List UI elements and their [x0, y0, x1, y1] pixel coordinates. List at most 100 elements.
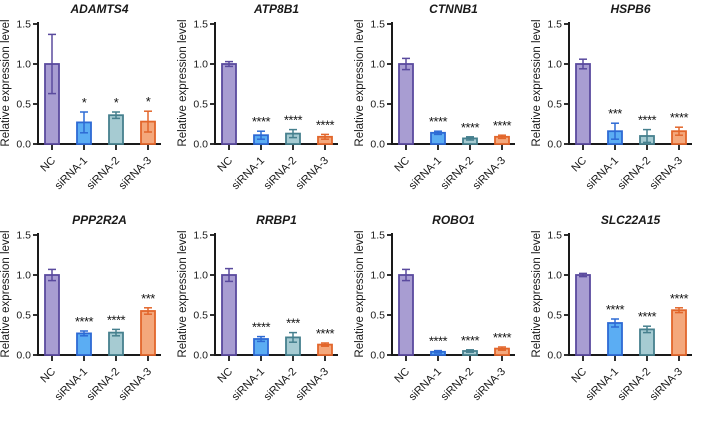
y-axis-label: Relative expression level	[0, 19, 12, 146]
y-tick-label: 0.5	[370, 99, 385, 111]
x-tick-label: NC	[215, 366, 235, 386]
x-tick-label: siRNA-1	[407, 366, 444, 403]
bar	[221, 274, 237, 356]
y-tick-label: 1.0	[370, 59, 385, 71]
bar-chart: ATP8B1 Relative expression level 0.0 0.5 1.0…	[177, 2, 338, 192]
significance-stars: ****	[638, 113, 657, 128]
significance-stars: ****	[670, 291, 689, 306]
bar	[44, 274, 60, 356]
significance-stars: ****	[638, 309, 657, 324]
x-tick-label: siRNA-2	[439, 366, 476, 403]
x-tick-label: siRNA-3	[294, 366, 331, 403]
panel-title: ROBO1	[432, 213, 475, 227]
significance-stars: *	[82, 95, 87, 110]
x-tick-label: siRNA-3	[471, 366, 508, 403]
y-tick-label: 0.0	[370, 139, 385, 151]
x-tick-label: NC	[392, 366, 412, 386]
bar-chart: HSPB6 Relative expression level 0.0 0.5 1.0 1…	[531, 2, 692, 192]
x-tick-label: siRNA-2	[85, 366, 122, 403]
bar-chart: RRBP1 Relative expression level 0.0 0.5 1.0 1…	[177, 213, 338, 403]
panel-title: SLC22A15	[601, 213, 661, 227]
significance-stars: *	[114, 95, 119, 110]
x-tick-label: siRNA-2	[439, 155, 476, 192]
x-tick-label: siRNA-3	[117, 366, 154, 403]
significance-stars: ****	[252, 320, 271, 335]
x-tick-label: NC	[215, 155, 235, 175]
y-tick-label: 1.0	[547, 59, 562, 71]
x-tick-label: siRNA-1	[407, 155, 444, 192]
y-axis-label: Relative expression level	[531, 230, 543, 357]
y-axis-label: Relative expression level	[354, 230, 366, 357]
y-tick-label: 0.5	[193, 99, 208, 111]
x-tick-label: siRNA-1	[584, 366, 621, 403]
y-tick-label: 0.5	[370, 310, 385, 322]
y-tick-label: 1.0	[16, 59, 31, 71]
panel-title: HSPB6	[610, 2, 650, 16]
x-tick-label: siRNA-3	[648, 155, 685, 192]
significance-stars: ***	[141, 291, 155, 306]
significance-stars: ****	[316, 326, 335, 341]
x-tick-label: NC	[569, 155, 589, 175]
y-axis-label: Relative expression level	[0, 230, 12, 357]
x-tick-label: siRNA-3	[471, 155, 508, 192]
chart-panel-PPP2R2A: PPP2R2A Relative expression level 0.0 0.5 1.…	[0, 211, 177, 422]
x-tick-label: siRNA-1	[584, 155, 621, 192]
chart-panel-ATP8B1: ATP8B1 Relative expression level 0.0 0.5 1.0…	[177, 0, 354, 211]
panel-title: CTNNB1	[429, 2, 478, 16]
significance-stars: *	[146, 94, 151, 109]
bar	[575, 274, 591, 356]
chart-panel-ROBO1: ROBO1 Relative expression level 0.0 0.5 1.0 1…	[354, 211, 531, 422]
y-tick-label: 0.0	[16, 139, 31, 151]
bar	[398, 274, 414, 356]
y-tick-label: 0.0	[16, 350, 31, 362]
panel-title: ADAMTS4	[69, 2, 128, 16]
x-tick-label: siRNA-2	[616, 366, 653, 403]
x-tick-label: NC	[392, 155, 412, 175]
y-tick-label: 1.0	[193, 59, 208, 71]
y-tick-label: 1.0	[16, 270, 31, 282]
bar	[575, 63, 591, 145]
x-tick-label: siRNA-1	[53, 155, 90, 192]
significance-stars: ****	[429, 114, 448, 129]
y-axis-label: Relative expression level	[177, 19, 189, 146]
y-tick-label: 1.5	[370, 19, 385, 31]
significance-stars: ****	[107, 312, 126, 327]
significance-stars: ****	[493, 118, 512, 133]
x-tick-label: siRNA-3	[648, 366, 685, 403]
significance-stars: ****	[670, 110, 689, 125]
panel-title: RRBP1	[256, 213, 297, 227]
x-tick-label: siRNA-2	[616, 155, 653, 192]
significance-stars: ****	[461, 120, 480, 135]
y-tick-label: 0.0	[547, 139, 562, 151]
y-axis-label: Relative expression level	[354, 19, 366, 146]
y-tick-label: 0.0	[193, 139, 208, 151]
y-tick-label: 1.5	[370, 230, 385, 242]
chart-panel-ADAMTS4: ADAMTS4 Relative expression level 0.0 0.5 1.…	[0, 0, 177, 211]
significance-stars: ****	[606, 302, 625, 317]
bar	[398, 63, 414, 145]
y-tick-label: 1.0	[370, 270, 385, 282]
y-tick-label: 0.0	[547, 350, 562, 362]
y-axis-label: Relative expression level	[531, 19, 543, 146]
bar-chart: PPP2R2A Relative expression level 0.0 0.5 1.…	[0, 213, 161, 403]
y-tick-label: 1.5	[193, 230, 208, 242]
chart-panel-RRBP1: RRBP1 Relative expression level 0.0 0.5 1.0 1…	[177, 211, 354, 422]
significance-stars: ****	[284, 113, 303, 128]
bar	[140, 310, 156, 356]
y-tick-label: 1.0	[547, 270, 562, 282]
y-tick-label: 0.5	[16, 99, 31, 111]
x-tick-label: siRNA-3	[117, 155, 154, 192]
y-tick-label: 0.5	[547, 310, 562, 322]
x-tick-label: siRNA-2	[262, 366, 299, 403]
x-tick-label: siRNA-3	[294, 155, 331, 192]
bar-chart: SLC22A15 Relative expression level 0.0 0.5 1…	[531, 213, 692, 403]
bar-chart: CTNNB1 Relative expression level 0.0 0.5 1.0…	[354, 2, 515, 192]
significance-stars: ****	[316, 117, 335, 132]
chart-panel-SLC22A15: SLC22A15 Relative expression level 0.0 0.5 1…	[531, 211, 708, 422]
significance-stars: ****	[461, 333, 480, 348]
y-tick-label: 1.5	[16, 19, 31, 31]
bar	[76, 332, 92, 356]
significance-stars: ****	[429, 334, 448, 349]
bar-chart: ROBO1 Relative expression level 0.0 0.5 1.0 1…	[354, 213, 515, 403]
